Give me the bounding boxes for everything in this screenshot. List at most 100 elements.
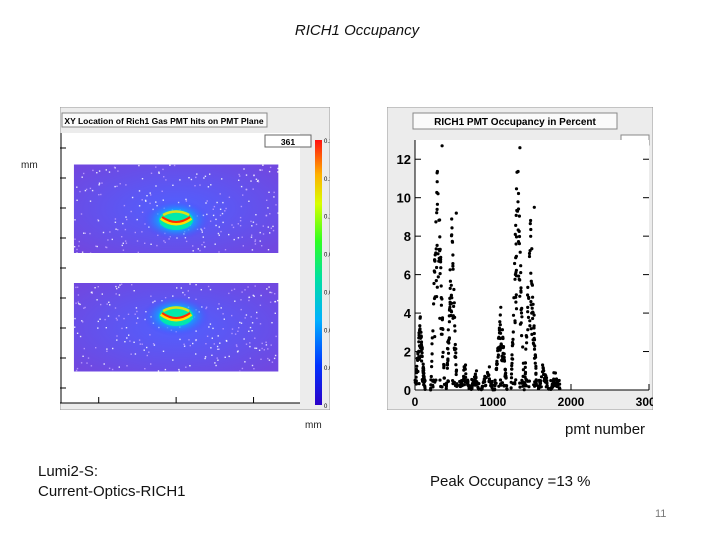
speckle (248, 200, 250, 202)
data-point (510, 361, 514, 365)
speckle (215, 224, 217, 227)
right-x-tick-label: 2000 (558, 395, 585, 409)
speckle (206, 200, 208, 202)
speckle (172, 359, 174, 361)
speckle (256, 311, 258, 314)
data-point (500, 354, 504, 358)
speckle (228, 233, 230, 236)
data-point (423, 379, 427, 383)
speckle (79, 190, 81, 193)
data-point (526, 293, 530, 297)
occupancy-cluster-10 (549, 371, 562, 391)
data-point (521, 368, 525, 372)
data-point (432, 296, 437, 301)
speckle (179, 179, 181, 181)
data-point (511, 330, 515, 334)
speckle (277, 299, 279, 302)
speckle (275, 335, 277, 338)
data-point (515, 170, 519, 174)
speckle (263, 349, 265, 351)
data-point (433, 258, 437, 262)
speckle (242, 194, 244, 196)
right-y-tick-label: 2 (404, 345, 411, 360)
speckle (134, 231, 136, 234)
data-point (454, 369, 458, 374)
speckle (255, 347, 258, 349)
speckle (121, 236, 123, 238)
data-point (431, 379, 435, 383)
data-point (543, 373, 547, 377)
data-point (463, 380, 467, 384)
data-point (449, 313, 453, 318)
speckle (203, 241, 205, 244)
speckle (85, 188, 88, 191)
data-point (497, 384, 501, 388)
speckle (247, 286, 249, 288)
speckle (222, 328, 224, 330)
speckle (188, 177, 190, 179)
data-point (494, 381, 498, 385)
speckle (179, 338, 181, 341)
data-point (435, 190, 439, 195)
speckle (268, 286, 270, 288)
data-point (514, 293, 518, 297)
speckle (125, 216, 127, 218)
speckle (129, 340, 131, 342)
data-point (446, 379, 450, 383)
speckle (195, 339, 197, 341)
data-point (437, 247, 441, 252)
speckle (91, 189, 94, 192)
data-point (435, 169, 439, 174)
speckle (218, 348, 220, 350)
speckle (250, 180, 252, 182)
speckle (217, 232, 220, 235)
data-point (511, 313, 516, 317)
occupancy-cluster-7 (509, 146, 526, 392)
data-point (514, 268, 518, 272)
speckle (240, 322, 243, 324)
speckle (269, 301, 272, 303)
data-point (499, 342, 503, 346)
speckle (267, 357, 269, 360)
data-point (518, 250, 522, 254)
data-point (514, 223, 518, 227)
speckle (87, 357, 90, 359)
data-point (519, 290, 523, 294)
speckle (254, 243, 257, 245)
speckle (81, 320, 83, 322)
data-point (440, 327, 444, 331)
data-point (451, 379, 455, 383)
data-point (527, 251, 532, 256)
data-point (519, 271, 523, 275)
data-point (414, 371, 419, 375)
speckle (103, 363, 105, 365)
speckle (83, 347, 85, 350)
data-point (549, 379, 553, 383)
speckle (197, 248, 199, 250)
speckle (135, 307, 138, 309)
speckle (105, 327, 107, 329)
left-y-axis: 8006004002000-200-400-600-800 (60, 133, 66, 403)
speckle (272, 229, 275, 232)
speckle (248, 330, 250, 332)
speckle (106, 246, 108, 249)
data-point (533, 380, 537, 384)
speckle (244, 289, 246, 291)
speckle (255, 214, 257, 216)
speckle (272, 225, 274, 228)
speckle (214, 362, 216, 364)
speckle (253, 174, 255, 177)
data-point (530, 282, 534, 286)
data-point (513, 272, 517, 277)
speckle (261, 169, 263, 171)
speckle (192, 250, 194, 252)
speckle (234, 333, 237, 335)
speckle (108, 301, 110, 303)
speckle (96, 245, 98, 248)
data-point (447, 338, 451, 342)
speckle (92, 169, 94, 172)
speckle (105, 246, 107, 248)
speckle (249, 326, 252, 329)
speckle (120, 283, 123, 285)
speckle (269, 291, 271, 294)
